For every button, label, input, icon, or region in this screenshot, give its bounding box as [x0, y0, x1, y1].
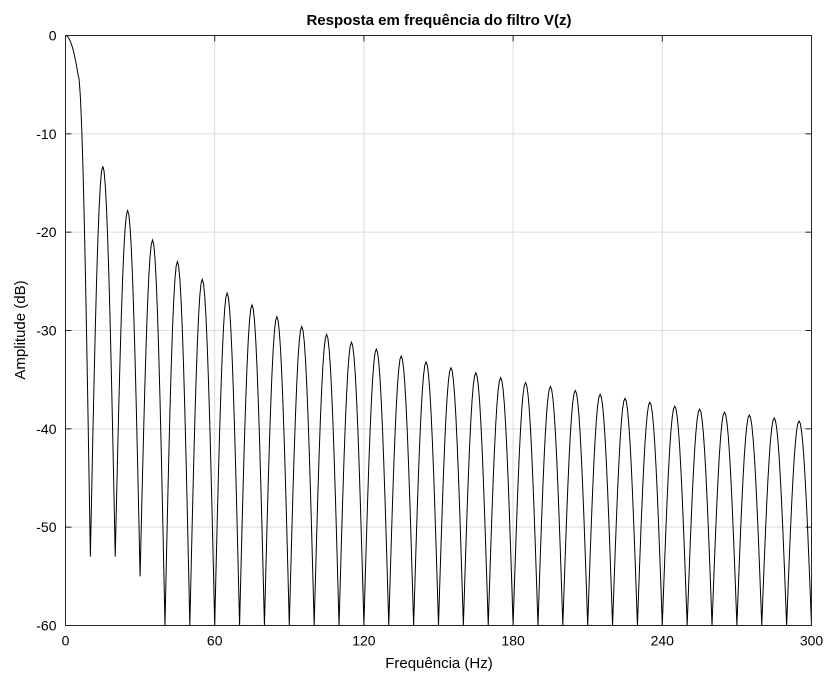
chart-title: Resposta em frequência do filtro V(z) [306, 12, 571, 29]
y-tick-label: 0 [49, 28, 57, 44]
x-axis-label: Frequência (Hz) [385, 655, 493, 672]
y-tick-label: -10 [36, 126, 56, 142]
grid [65, 35, 812, 626]
y-tick-label: -30 [36, 323, 56, 339]
y-tick-label: -50 [36, 519, 56, 535]
x-tick-labels: 0 60 120 180 240 300 [62, 633, 824, 649]
x-tick-label: 240 [651, 633, 675, 649]
y-tick-labels: 0 -10 -20 -30 -40 -50 -60 [36, 28, 56, 634]
x-tick-label: 60 [207, 633, 223, 649]
x-tick-label: 180 [501, 633, 525, 649]
x-tick-label: 120 [352, 633, 376, 649]
y-axis-label: Amplitude (dB) [12, 280, 29, 379]
x-tick-label: 0 [62, 633, 70, 649]
x-tick-label: 300 [800, 633, 824, 649]
y-tick-label: -40 [36, 421, 56, 437]
ticks [65, 35, 812, 626]
y-tick-label: -60 [36, 618, 56, 634]
y-tick-label: -20 [36, 224, 56, 240]
